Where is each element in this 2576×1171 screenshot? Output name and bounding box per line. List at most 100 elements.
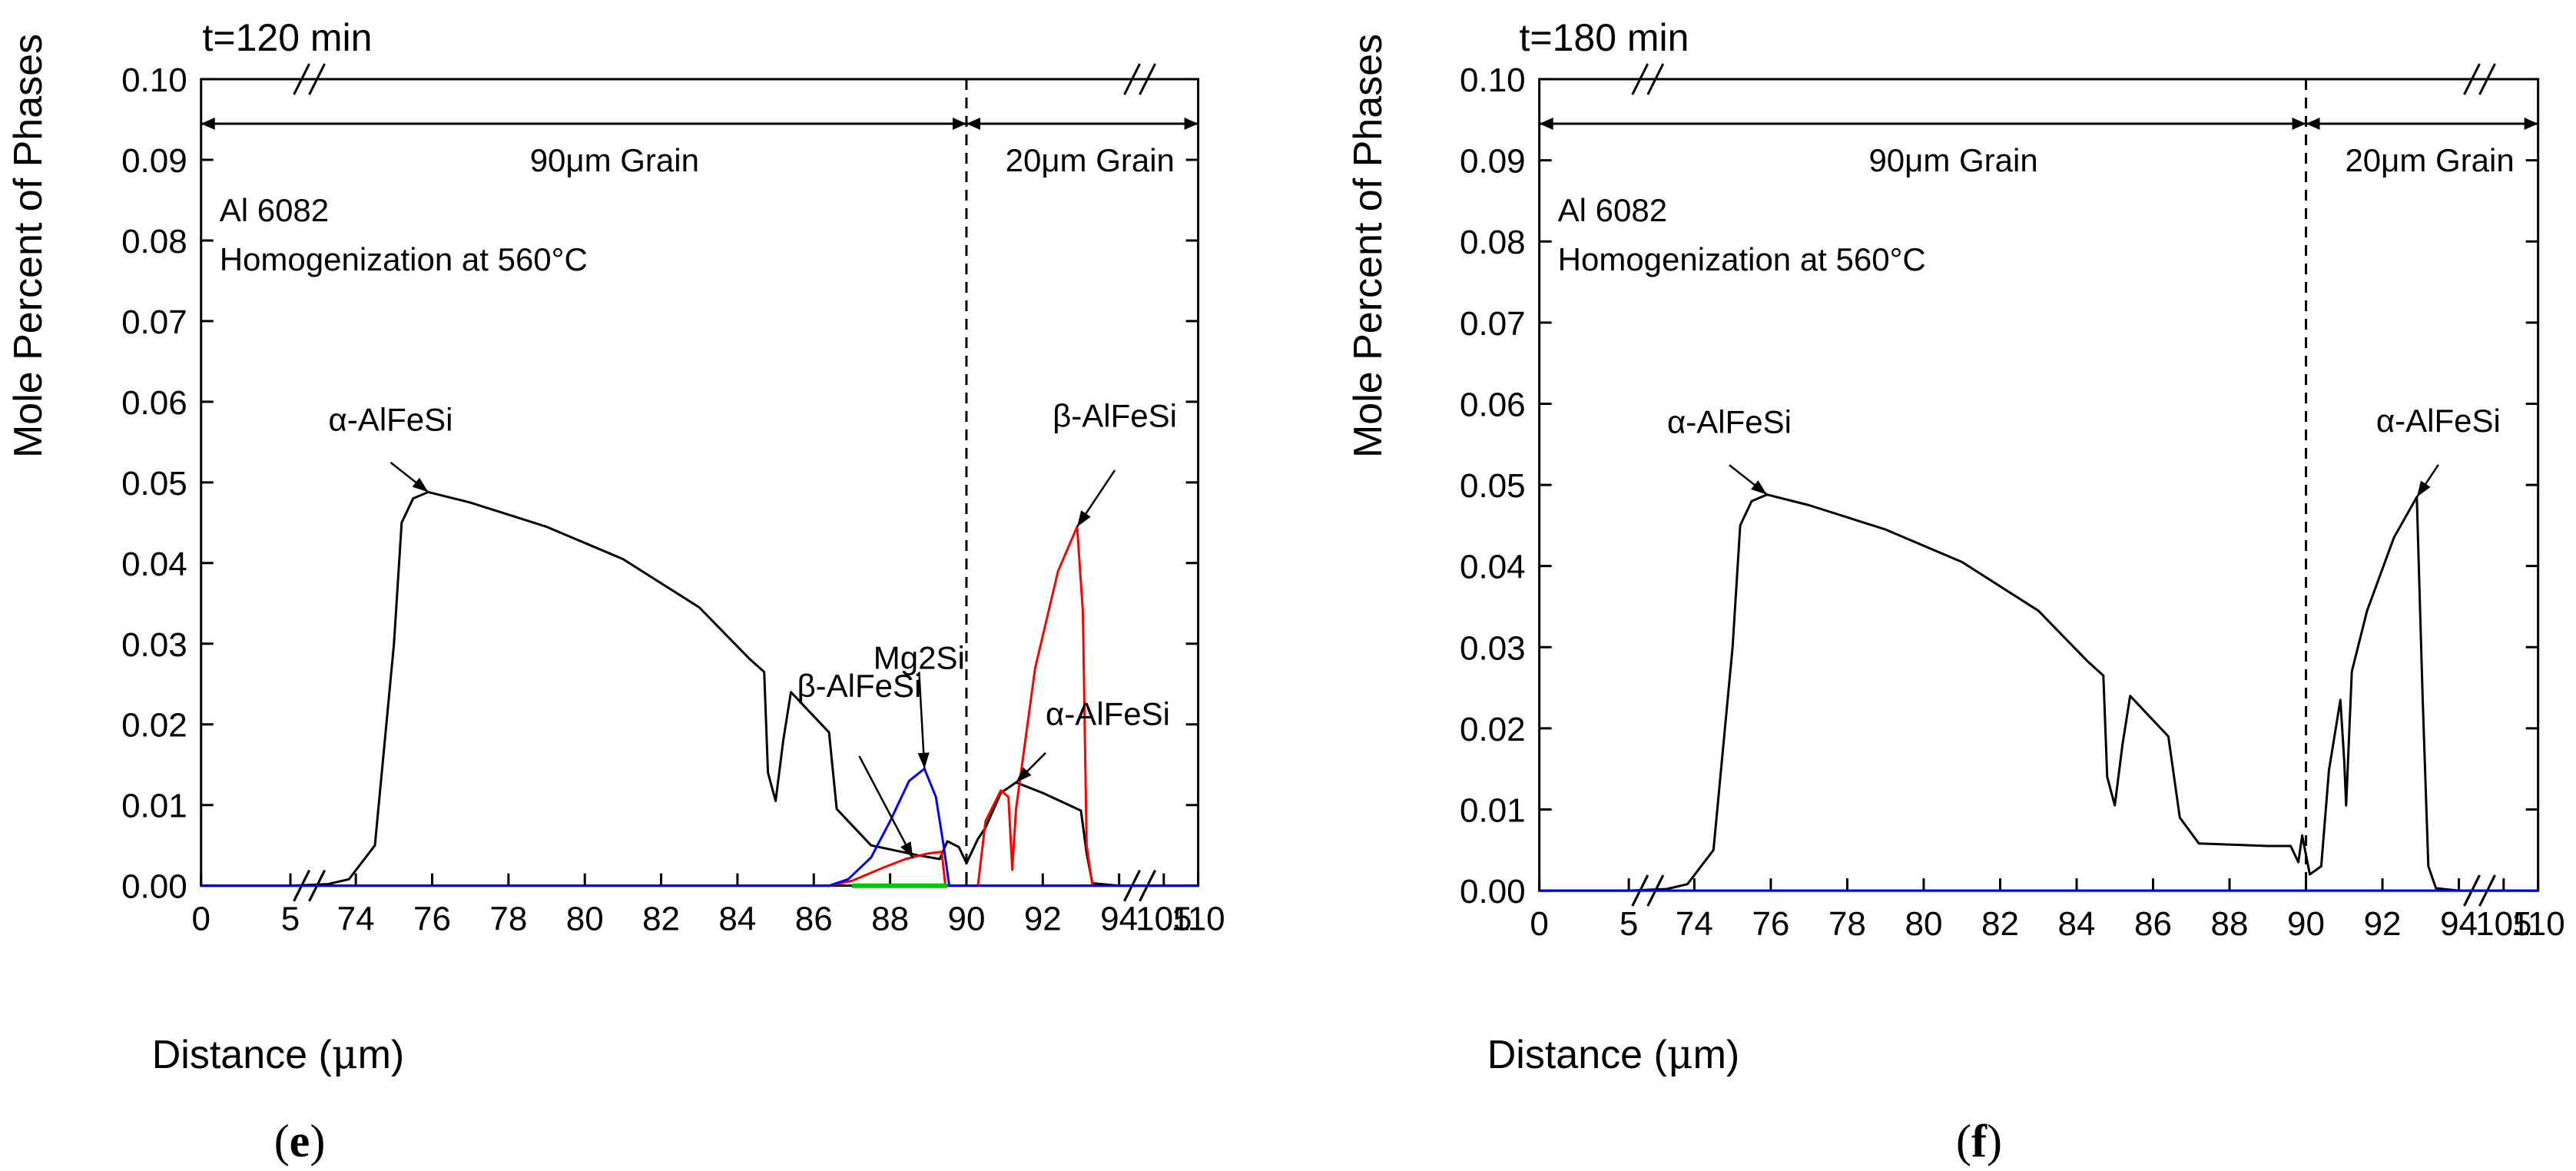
x-axis-title-part: Distance ( <box>152 1033 333 1077</box>
phase-label: β-AlFeSi <box>797 668 921 704</box>
x-axis-title-part: m) <box>358 1033 405 1077</box>
panel-label: (e) <box>274 1116 326 1166</box>
panel-e: t=120 min 0.000.010.020.030.040.050.060.… <box>6 16 1225 1166</box>
x-tick-label: 80 <box>566 901 604 938</box>
region-arrow-right-head <box>2306 118 2320 131</box>
phase-label: α-AlFeSi <box>1046 695 1170 731</box>
label-leader <box>858 755 914 859</box>
x-tick-label: 84 <box>718 901 756 938</box>
x-tick-label: 82 <box>1981 905 2019 943</box>
x-axis-title-part: Distance ( <box>1487 1033 1668 1077</box>
x-tick-label: 82 <box>642 901 680 938</box>
x-tick-label: 86 <box>2134 905 2172 943</box>
x-tick-label: 80 <box>1905 905 1942 943</box>
region-arrow-right-head <box>1184 118 1198 131</box>
x-tick-label: 110 <box>2511 905 2565 943</box>
y-tick-label: 0.00 <box>1460 873 1526 911</box>
panel-label: (f) <box>1956 1116 2002 1166</box>
x-tick-label: 92 <box>1024 901 1062 938</box>
label-leader <box>918 672 926 769</box>
y-tick-label: 0.01 <box>121 788 187 825</box>
region-label-left: 90μm Grain <box>1868 142 2037 178</box>
panel-letter: f <box>1971 1116 1988 1166</box>
y-tick-label: 0.08 <box>1460 224 1526 261</box>
y-tick-label: 0.08 <box>121 223 187 260</box>
x-tick-label: 90 <box>947 901 985 938</box>
y-tick-label: 0.03 <box>121 626 187 664</box>
y-tick-label: 0.06 <box>1460 386 1526 423</box>
x-tick-label: 74 <box>1676 905 1713 943</box>
phase-label: α-AlFeSi <box>2376 403 2501 439</box>
x-axis-title-mu: μ <box>332 1032 358 1078</box>
plot-frame <box>1538 78 2540 892</box>
x-tick-label: 5 <box>281 901 300 938</box>
x-tick-label: 0 <box>1530 905 1548 943</box>
x-tick-label: 74 <box>337 901 375 938</box>
y-axis-title: Mole Percent of Phases <box>1346 34 1391 458</box>
x-axis-title-mu: μ <box>1667 1032 1693 1078</box>
label-arrowhead <box>1077 510 1091 527</box>
y-tick-label: 0.10 <box>1460 61 1526 99</box>
y-tick-label: 0.05 <box>1460 467 1526 505</box>
series-line <box>1539 493 2538 892</box>
plot-area: 90μm Grain 20μm Grain Al 6082 Homogenizatio… <box>1538 78 2540 892</box>
phase-label: Mg2Si <box>874 639 965 675</box>
x-tick-label: 88 <box>871 901 909 938</box>
series-line <box>201 490 1198 887</box>
y-axis: 0.00 0.01 0.02 0.03 0.04 0.05 0.06 0.07 0.08 0.09… <box>1460 61 2538 911</box>
region-arrow-left-head <box>201 118 215 131</box>
chart-title: t=180 min <box>1520 16 1689 59</box>
region-arrow-left-head <box>2292 118 2306 131</box>
plot-frame <box>200 78 1200 887</box>
x-tick-label: 5 <box>1620 905 1638 943</box>
x-tick-label: 0 <box>191 901 210 938</box>
phase-label: α-AlFeSi <box>1667 404 1792 440</box>
annotation-line: Al 6082 <box>220 192 329 228</box>
y-tick-label: 0.07 <box>121 304 187 341</box>
x-tick-label: 88 <box>2211 905 2249 943</box>
y-tick-label: 0.09 <box>1460 143 1526 181</box>
x-tick-label: 92 <box>2364 905 2402 943</box>
y-tick-label: 0.09 <box>121 142 187 180</box>
label-arrowhead <box>917 752 930 769</box>
x-tick-label: 94 <box>2440 905 2478 943</box>
x-tick-label: 86 <box>795 901 833 938</box>
x-tick-label: 84 <box>2058 905 2096 943</box>
region-arrow-right-head <box>966 118 980 131</box>
panel-letter: e <box>290 1116 310 1166</box>
region-arrow-right-head <box>2524 118 2538 131</box>
x-tick-label: 105 <box>2475 905 2531 943</box>
x-tick-label: 90 <box>2287 905 2325 943</box>
x-tick-label: 105 <box>1135 901 1192 938</box>
label-arrowhead <box>1016 767 1032 783</box>
y-tick-label: 0.04 <box>1460 549 1526 586</box>
x-tick-label: 94 <box>1100 901 1138 938</box>
panel-f: t=180 min 0.000.010.020.030.040.050.060.… <box>1346 16 2565 1166</box>
region-arrow-left-head <box>952 118 966 131</box>
x-axis-title: Distance (μm) <box>152 1032 405 1078</box>
region-label-right: 20μm Grain <box>1006 142 1175 178</box>
y-tick-label: 0.00 <box>121 868 187 906</box>
region-arrow-left-head <box>1539 118 1553 131</box>
y-tick-label: 0.05 <box>121 465 187 503</box>
y-axis-title: Mole Percent of Phases <box>6 34 51 458</box>
annotation-line: Al 6082 <box>1558 192 1667 228</box>
y-tick-label: 0.03 <box>1460 629 1526 667</box>
label-arrowhead <box>412 477 429 493</box>
x-tick-label: 110 <box>1172 901 1225 938</box>
x-tick-label: 76 <box>1752 905 1789 943</box>
x-tick-label: 78 <box>1828 905 1866 943</box>
label-arrowhead <box>900 841 913 858</box>
y-tick-label: 0.01 <box>1460 791 1526 829</box>
x-axis-title: Distance (μm) <box>1487 1032 1740 1078</box>
x-axis-title-part: m) <box>1693 1033 1740 1077</box>
y-tick-label: 0.04 <box>121 546 187 583</box>
series-line <box>201 768 1198 887</box>
chart-title: t=120 min <box>203 16 373 59</box>
label-arrowhead <box>2416 480 2431 497</box>
y-axis: 0.00 0.01 0.02 0.03 0.04 0.05 0.06 0.07 0.08 0.09… <box>121 61 1198 906</box>
series-line <box>828 526 1094 887</box>
y-tick-label: 0.06 <box>121 384 187 422</box>
